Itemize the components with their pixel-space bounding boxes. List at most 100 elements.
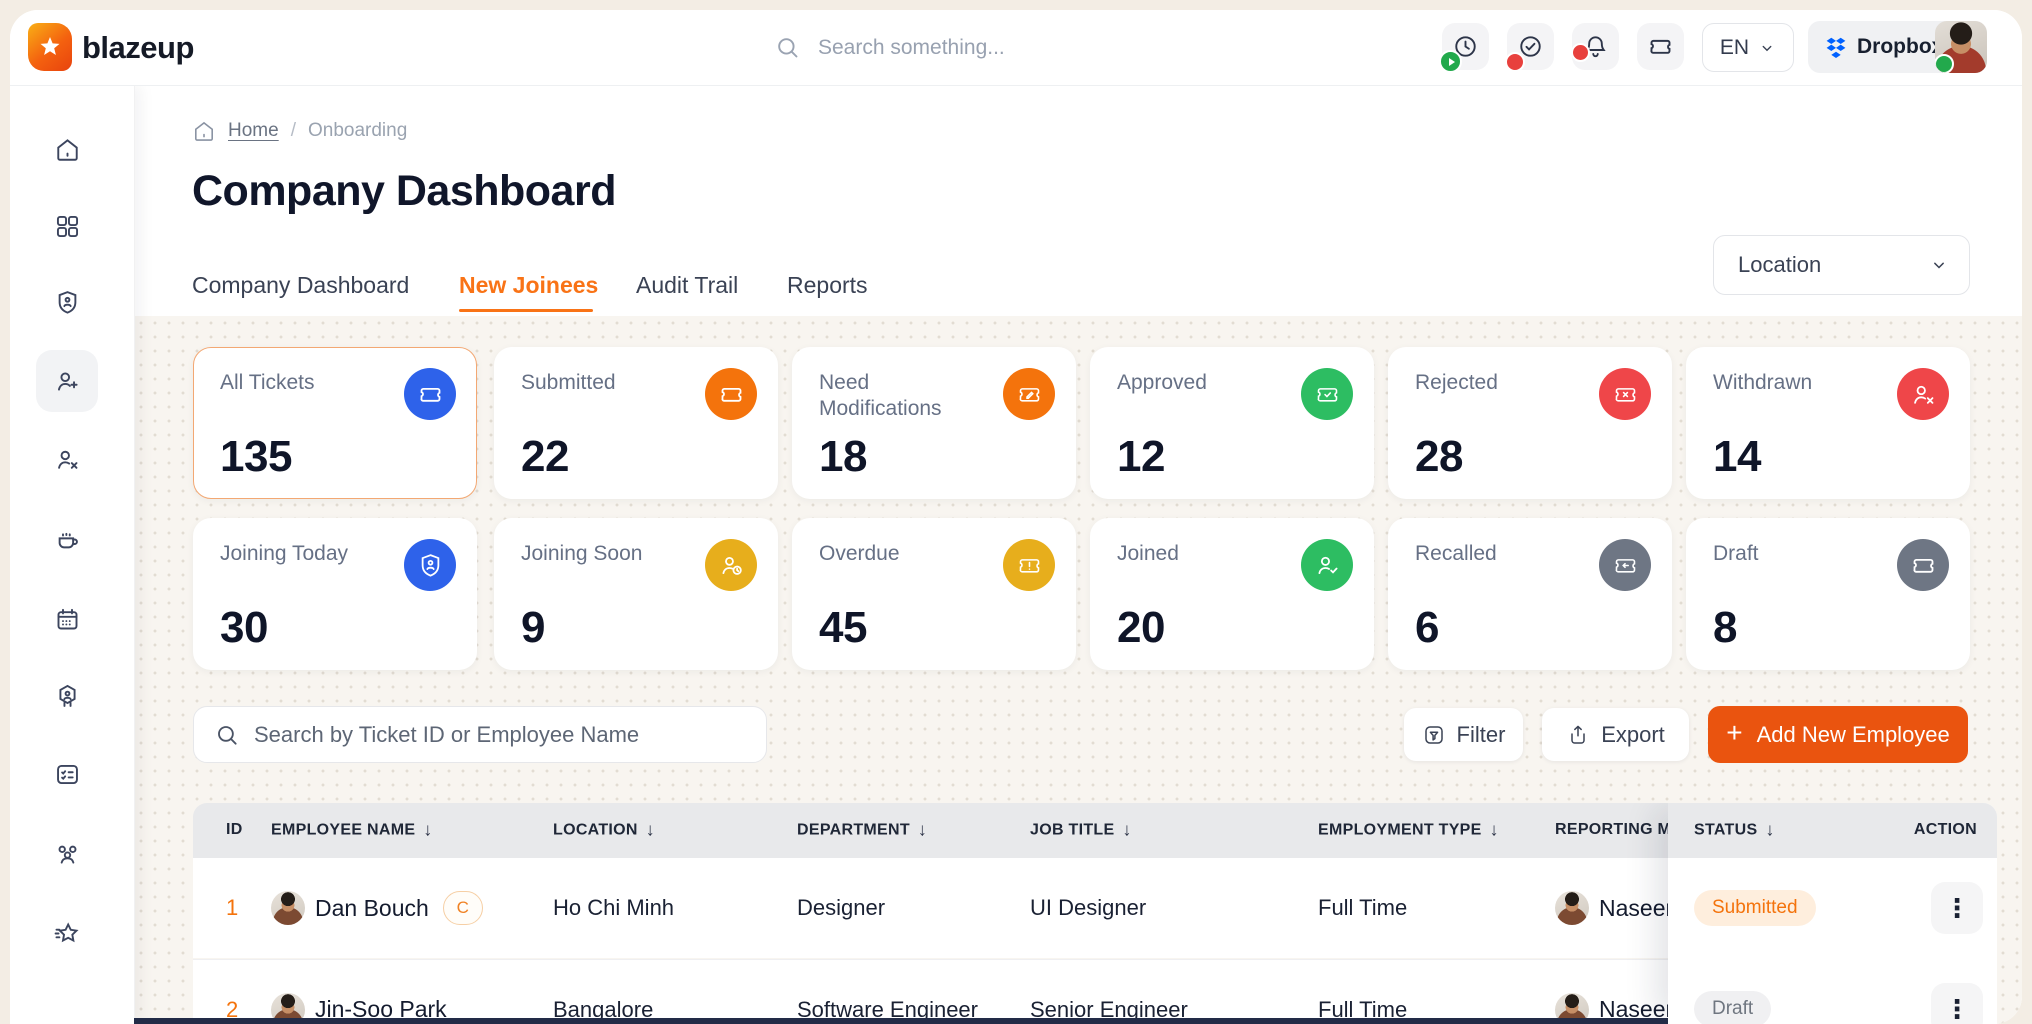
sidebar-item-badges[interactable] <box>36 665 98 727</box>
dropbox-integration-chip[interactable]: Dropbox <box>1808 21 1987 73</box>
sort-desc-icon[interactable]: ↓ <box>1122 819 1132 840</box>
col-header-department[interactable]: DEPARTMENT ↓ <box>797 819 928 840</box>
sidebar-item-calendar[interactable] <box>36 588 98 650</box>
ticket-icon <box>404 368 456 420</box>
notifications-alert-badge <box>1571 43 1590 62</box>
employee-name: Jin-Soo Park <box>315 996 447 1022</box>
shield-user-icon <box>404 539 456 591</box>
sidebar-item-shield-user[interactable] <box>36 271 98 333</box>
ticket-edit-icon <box>1003 368 1055 420</box>
horizontal-scrollbar[interactable] <box>134 1018 1668 1024</box>
stat-card-label: Joining Today <box>220 542 349 565</box>
stat-card-value: 8 <box>1713 603 1737 652</box>
stat-card-joined[interactable]: Joined 20 <box>1090 518 1374 670</box>
add-new-employee-button[interactable]: + Add New Employee <box>1708 706 1968 763</box>
stat-card-label: All Tickets <box>220 371 315 394</box>
tab-audit-trail[interactable]: Audit Trail <box>636 272 739 298</box>
stat-card-value: 14 <box>1713 432 1761 481</box>
col-header-employment-type[interactable]: EMPLOYMENT TYPE ↓ <box>1318 819 1499 840</box>
sort-desc-icon[interactable]: ↓ <box>917 819 928 840</box>
stat-card-recalled[interactable]: Recalled 6 <box>1388 518 1672 670</box>
job-title-cell: Senior Engineer <box>1030 996 1188 1022</box>
home-icon <box>54 136 81 163</box>
sort-desc-icon[interactable]: ↓ <box>423 819 433 840</box>
ticket-icon <box>705 368 757 420</box>
stat-card-label: Need Modifications <box>819 371 942 420</box>
contractor-badge: C <box>442 891 483 925</box>
user-avatar[interactable] <box>1935 21 1987 73</box>
tab-new-joinees[interactable]: New Joinees <box>459 272 599 298</box>
stat-card-value: 20 <box>1117 603 1165 652</box>
main-content: Home / Onboarding Company Dashboard Comp… <box>134 85 2022 1024</box>
ticket-icon <box>1897 539 1949 591</box>
sidebar-item-team[interactable] <box>36 823 98 885</box>
stat-card-draft[interactable]: Draft 8 <box>1686 518 1970 670</box>
team-group-icon <box>54 841 81 868</box>
sort-desc-icon[interactable]: ↓ <box>1489 819 1499 840</box>
export-button[interactable]: Export <box>1542 708 1689 761</box>
sidebar-item-tasks[interactable] <box>36 743 98 805</box>
language-selector[interactable]: EN <box>1702 23 1794 72</box>
tab-reports[interactable]: Reports <box>787 272 868 298</box>
timer-running-badge <box>1439 50 1462 73</box>
col-header-employee-name[interactable]: EMPLOYEE NAME ↓ <box>271 819 433 840</box>
sort-desc-icon[interactable]: ↓ <box>1765 819 1775 840</box>
breadcrumb-separator: / <box>290 120 296 141</box>
department-cell: Designer <box>797 895 886 920</box>
approvals-alert-badge <box>1505 52 1525 72</box>
stat-card-approved[interactable]: Approved 12 <box>1090 347 1374 499</box>
tab-company-dashboard[interactable]: Company Dashboard <box>192 272 410 298</box>
stat-card-value: 9 <box>521 603 545 652</box>
approvals-button[interactable] <box>1505 23 1554 72</box>
row-id-link[interactable]: 1 <box>226 895 239 920</box>
stat-card-all-tickets[interactable]: All Tickets 135 <box>193 347 477 499</box>
page-title: Company Dashboard <box>192 167 616 215</box>
sidebar-item-achievements[interactable] <box>36 902 98 964</box>
sidebar-item-home[interactable] <box>36 118 98 180</box>
dropbox-icon <box>1824 36 1848 59</box>
notifications-button[interactable] <box>1571 23 1619 70</box>
global-search-input[interactable] <box>816 28 1140 68</box>
sidebar-item-offboarding[interactable] <box>36 428 98 490</box>
stat-card-overdue[interactable]: Overdue 45 <box>792 518 1076 670</box>
stat-card-label: Joining Soon <box>521 542 643 565</box>
sidebar-item-breaks[interactable] <box>36 508 98 570</box>
export-icon <box>1566 723 1590 747</box>
blazeup-logo-icon <box>28 23 72 71</box>
sidebar-item-onboarding[interactable] <box>36 350 98 412</box>
location-filter-dropdown[interactable]: Location <box>1713 235 1970 295</box>
sidebar-item-dashboard[interactable] <box>36 195 98 257</box>
breadcrumb-home-link[interactable]: Home <box>228 120 279 141</box>
shield-user-icon <box>54 289 81 316</box>
filter-button[interactable]: Filter <box>1404 708 1523 761</box>
search-icon <box>774 34 801 61</box>
col-header-status[interactable]: STATUS ↓ <box>1694 819 1775 840</box>
stat-card-joining-soon[interactable]: Joining Soon 9 <box>494 518 778 670</box>
table-search-box <box>193 706 767 763</box>
plus-icon: + <box>1726 717 1743 748</box>
tickets-button[interactable] <box>1637 23 1684 70</box>
stat-card-label: Overdue <box>819 542 900 565</box>
user-remove-icon <box>54 446 81 473</box>
sort-desc-icon[interactable]: ↓ <box>645 819 656 840</box>
row-actions-menu-button[interactable]: ⋮ <box>1931 882 1983 934</box>
stat-card-joining-today[interactable]: Joining Today 30 <box>193 518 477 670</box>
stat-card-value: 22 <box>521 432 569 481</box>
brand-name: blazeup <box>82 30 194 65</box>
row-id-link[interactable]: 2 <box>226 996 239 1022</box>
stat-card-value: 18 <box>819 432 867 481</box>
stat-card-withdrawn[interactable]: Withdrawn 14 <box>1686 347 1970 499</box>
sidebar <box>10 85 135 1024</box>
col-header-location[interactable]: LOCATION ↓ <box>553 819 656 840</box>
stat-card-value: 6 <box>1415 603 1439 652</box>
stat-card-submitted[interactable]: Submitted 22 <box>494 347 778 499</box>
table-search-input[interactable] <box>252 711 746 758</box>
location-cell: Ho Chi Minh <box>553 895 675 920</box>
row-actions-menu-button[interactable]: ⋮ <box>1931 983 1983 1024</box>
col-header-job-title[interactable]: JOB TITLE ↓ <box>1030 819 1132 840</box>
filter-label: Filter <box>1456 721 1506 747</box>
time-history-button[interactable] <box>1439 23 1489 73</box>
stat-card-rejected[interactable]: Rejected 28 <box>1388 347 1672 499</box>
reporting-manager-name: Naseer <box>1599 894 1674 921</box>
stat-card-need-modifications[interactable]: Need Modifications 18 <box>792 347 1076 499</box>
